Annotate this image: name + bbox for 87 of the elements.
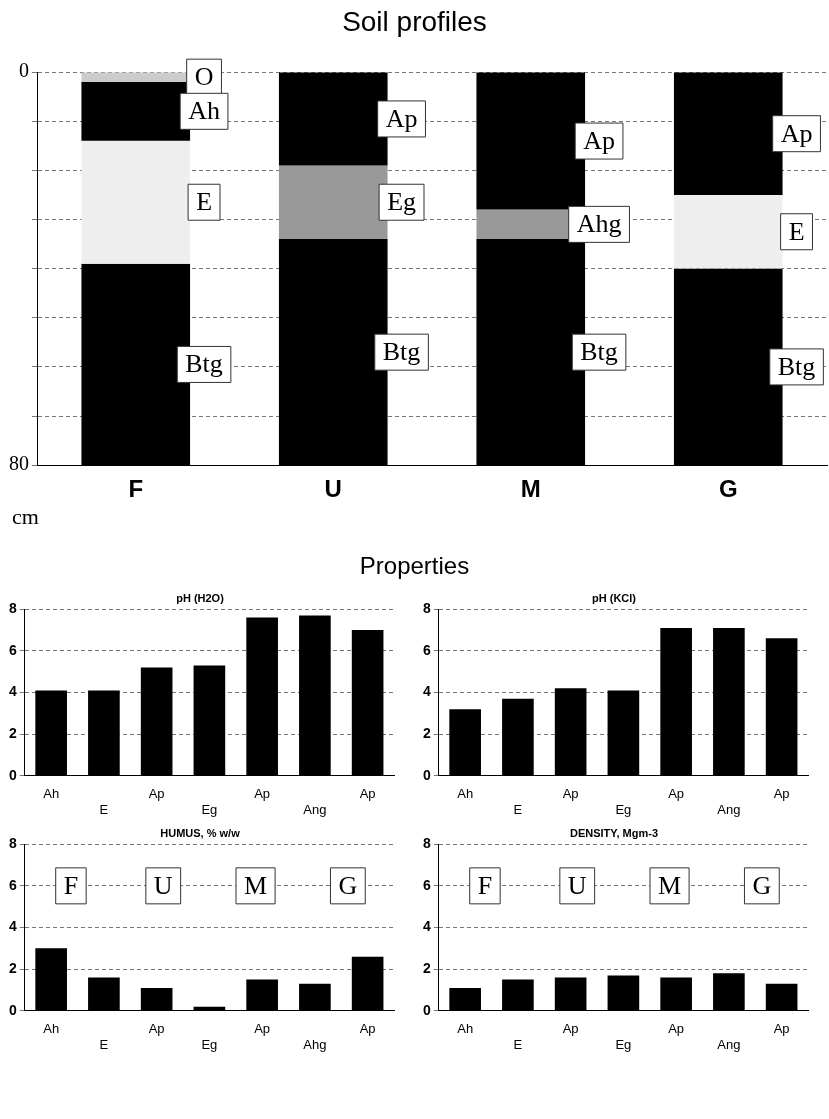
data-label: O [194, 61, 214, 91]
x-tick-label: Ap [254, 1021, 271, 1037]
x-tick-label: Eg [615, 1036, 632, 1052]
chart-title: pH (KCl) [592, 591, 637, 604]
annotation: M [657, 870, 682, 900]
data-label: Eg [387, 187, 417, 217]
bar [81, 140, 191, 264]
annotation: G [752, 870, 772, 900]
x-tick-label: Ah [43, 1021, 60, 1037]
text: Properties [358, 552, 471, 580]
y-tick-label: 0 [19, 59, 29, 82]
x-tick-label: F [128, 475, 144, 503]
chart-title: DENSITY, Mgm-3 [569, 826, 659, 839]
data-label: Btg [777, 351, 816, 381]
y-tick-label: 0 [422, 1001, 431, 1018]
x-tick-label: Ahg [303, 1036, 327, 1052]
x-tick-label: Ap [668, 786, 685, 802]
y-tick-label: 4 [422, 683, 431, 700]
y-tick-label: 2 [8, 725, 17, 742]
x-tick-label: Ap [254, 786, 271, 802]
y-tick-label: 8 [422, 835, 431, 852]
x-tick-label: Ap [359, 786, 376, 802]
annotation: F [477, 870, 493, 900]
annotation: M [243, 870, 268, 900]
bar [278, 165, 388, 240]
x-tick-label: Ap [773, 1021, 790, 1037]
annotation: U [567, 870, 587, 900]
x-tick-label: Ah [457, 786, 474, 802]
x-tick-label: Ap [562, 1021, 579, 1037]
y-tick-label: 4 [422, 918, 431, 935]
bar [673, 194, 783, 269]
data-label: Ap [780, 118, 813, 148]
x-tick-label: Ang [303, 801, 327, 817]
data-label: Ap [385, 103, 418, 133]
y-tick-label: 6 [8, 876, 17, 893]
x-tick-label: Eg [201, 801, 218, 817]
y-tick-label: 0 [422, 766, 431, 783]
x-tick-label: M [520, 475, 541, 503]
y-tick-label: 8 [422, 600, 431, 617]
y-tick-label: 4 [8, 918, 17, 935]
y-tick-label: 2 [422, 960, 431, 977]
y-tick-label: 0 [8, 1001, 17, 1018]
x-tick-label: Ah [43, 786, 60, 802]
chart-title: Soil profiles [341, 6, 488, 38]
x-tick-label: G [718, 475, 738, 503]
chart-title: HUMUS, % w/w [160, 826, 241, 839]
x-tick-label: Ap [148, 1021, 165, 1037]
x-tick-label: E [99, 1036, 109, 1052]
x-tick-label: U [324, 475, 342, 503]
data-label: Ah [188, 96, 220, 126]
x-tick-label: Ap [359, 1021, 376, 1037]
y-axis-title: cm [12, 503, 39, 529]
x-tick-label: E [99, 801, 109, 817]
data-label: Btg [580, 336, 618, 366]
y-tick-label: 6 [422, 876, 431, 893]
y-tick-label: 80 [9, 452, 29, 475]
x-tick-label: Ang [717, 801, 741, 817]
x-tick-label: Ap [773, 786, 790, 802]
x-tick-label: Ap [148, 786, 165, 802]
data-label: E [788, 216, 805, 246]
chart-title: pH (H2O) [176, 591, 225, 604]
y-tick-label: 6 [422, 641, 431, 658]
annotation: U [153, 870, 173, 900]
y-tick-label: 0 [8, 766, 17, 783]
x-tick-label: E [513, 1036, 523, 1052]
data-label: Btg [382, 336, 421, 366]
x-tick-label: Eg [615, 801, 632, 817]
y-tick-label: 8 [8, 835, 17, 852]
data-label: E [196, 187, 213, 217]
data-label: Ap [583, 125, 615, 155]
annotation: F [63, 870, 79, 900]
x-tick-label: Eg [201, 1036, 218, 1052]
y-tick-label: 4 [8, 683, 17, 700]
y-tick-label: 2 [422, 725, 431, 742]
annotation: G [338, 870, 358, 900]
x-tick-label: E [513, 801, 523, 817]
x-tick-label: Ap [668, 1021, 685, 1037]
data-label: Btg [185, 349, 223, 379]
y-tick-label: 6 [8, 641, 17, 658]
x-tick-label: Ah [457, 1021, 474, 1037]
y-tick-label: 2 [8, 960, 17, 977]
x-tick-label: Ap [562, 786, 579, 802]
bar [278, 72, 388, 166]
bar [673, 72, 783, 195]
data-label: Ahg [576, 209, 622, 239]
y-tick-label: 8 [8, 600, 17, 617]
x-tick-label: Ang [717, 1036, 741, 1052]
